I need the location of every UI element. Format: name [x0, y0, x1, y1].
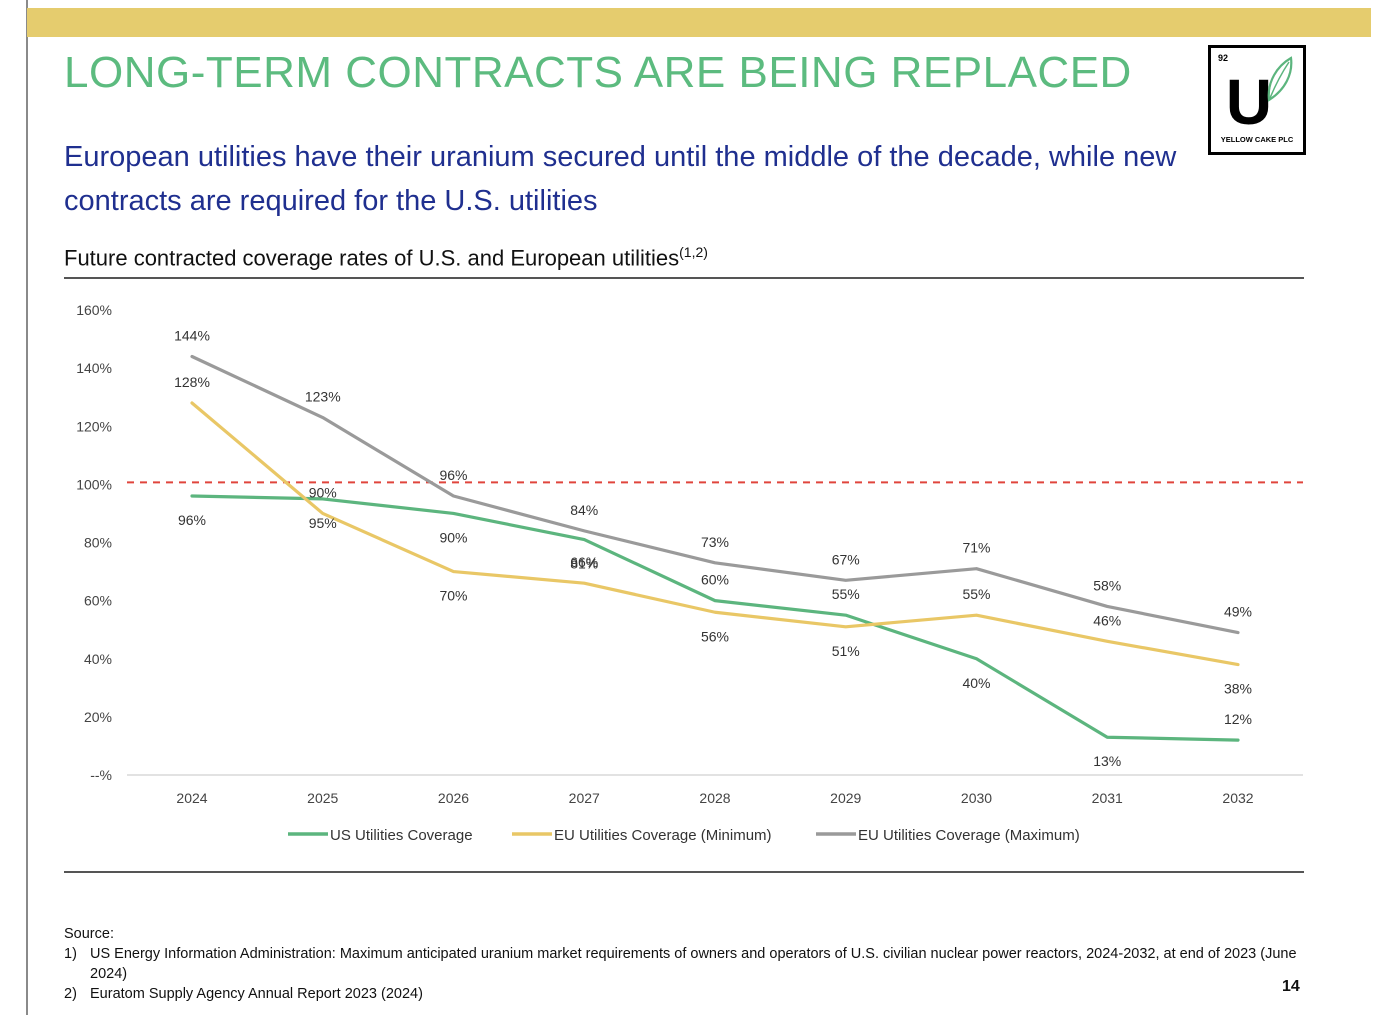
data-label: 66% [570, 554, 598, 570]
data-label: 46% [1093, 612, 1121, 628]
data-label: 38% [1224, 681, 1252, 697]
series-line-eu-min-coverage [190, 401, 1240, 667]
data-label: 128% [174, 374, 210, 390]
y-tick-label: 80% [84, 535, 112, 551]
data-label: 56% [701, 628, 729, 644]
source-item: 2) Euratom Supply Agency Annual Report 2… [64, 984, 1314, 1004]
x-tick-label: 2026 [438, 790, 469, 806]
data-label: 90% [439, 529, 467, 545]
data-label: 55% [832, 586, 860, 602]
source-item-text: Euratom Supply Agency Annual Report 2023… [90, 986, 423, 1002]
top-accent-bar [27, 8, 1371, 37]
y-tick-label: --% [90, 767, 112, 783]
data-label: 95% [309, 515, 337, 531]
source-item-number: 1) [64, 946, 77, 962]
logo-u-leaf-icon: U [1226, 56, 1293, 138]
source-item-number: 2) [64, 986, 77, 1002]
data-label: 71% [962, 540, 990, 556]
chart-heading-footnote: (1,2) [679, 244, 708, 260]
data-label: 67% [832, 551, 860, 567]
data-label: 96% [178, 512, 206, 528]
y-tick-label: 160% [76, 302, 112, 318]
data-label: 81% [570, 556, 598, 572]
source-title: Source: [64, 926, 114, 942]
chart-heading-text: Future contracted coverage rates of U.S.… [64, 245, 680, 271]
x-tick-label: 2030 [961, 790, 992, 806]
slide-title: LONG-TERM CONTRACTS ARE BEING REPLACED [64, 48, 1132, 97]
legend-label: EU Utilities Coverage (Maximum) [858, 827, 1080, 844]
data-label: 49% [1224, 604, 1252, 620]
data-label: 73% [701, 534, 729, 550]
data-label: 70% [439, 588, 467, 604]
data-label: 144% [174, 328, 210, 344]
y-tick-label: 60% [84, 593, 112, 609]
data-label: 40% [962, 675, 990, 691]
y-tick-label: 120% [76, 418, 112, 434]
legend-label: US Utilities Coverage [330, 827, 473, 844]
data-label: 96% [439, 467, 467, 483]
logo-company-name: YELLOW CAKE PLC [1220, 135, 1294, 144]
data-label: 55% [962, 586, 990, 602]
data-label: 12% [1224, 711, 1252, 727]
series-line-eu-max-coverage [190, 354, 1240, 635]
source-item: 1) US Energy Information Administration:… [64, 944, 1314, 984]
legend-label: EU Utilities Coverage (Minimum) [554, 827, 772, 844]
source-item-text: US Energy Information Administration: Ma… [90, 946, 1297, 982]
data-label: 51% [832, 643, 860, 659]
company-logo: 92 U YELLOW CAKE PLC [1208, 45, 1306, 155]
data-label: 123% [305, 389, 341, 405]
y-tick-label: 100% [76, 476, 112, 492]
data-label: 84% [570, 502, 598, 518]
page-number: 14 [1282, 978, 1300, 995]
x-tick-label: 2031 [1092, 790, 1123, 806]
series-line-us-coverage [190, 494, 1240, 742]
data-label: 13% [1093, 753, 1121, 769]
data-label: 90% [309, 484, 337, 500]
data-label: 58% [1093, 577, 1121, 593]
x-tick-label: 2027 [569, 790, 600, 806]
slide-edge [26, 0, 28, 1015]
x-tick-label: 2032 [1222, 790, 1253, 806]
y-tick-label: 20% [84, 709, 112, 725]
slide-subtitle: European utilities have their uranium se… [64, 141, 1177, 217]
data-label: 60% [701, 572, 729, 588]
x-tick-label: 2024 [176, 790, 207, 806]
chart-bottom-rule [64, 871, 1304, 873]
source-notes: Source: 1) US Energy Information Adminis… [64, 924, 1314, 1004]
logo-letter: U [1226, 66, 1272, 138]
logo-atomic-number: 92 [1218, 53, 1229, 63]
chart-heading: Future contracted coverage rates of U.S.… [64, 244, 708, 271]
y-tick-label: 40% [84, 651, 112, 667]
x-tick-label: 2025 [307, 790, 338, 806]
chart-top-rule [64, 277, 1304, 279]
x-tick-label: 2029 [830, 790, 861, 806]
y-tick-label: 140% [76, 360, 112, 376]
x-tick-label: 2028 [699, 790, 730, 806]
